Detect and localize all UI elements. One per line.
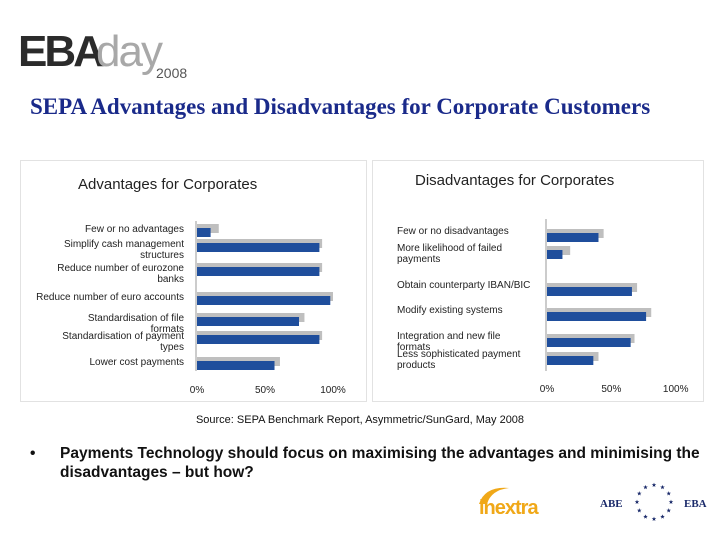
logo-day-text: day: [96, 27, 163, 76]
x-tick-label: 100%: [320, 385, 346, 396]
bar: [547, 250, 563, 259]
advantages-chart: Advantages for Corporates Few or no adva…: [36, 176, 346, 396]
x-tick-label: 0%: [190, 385, 205, 396]
category-label: Few or no advantages: [85, 224, 184, 235]
advantages-chart-title: Advantages for Corporates: [78, 176, 257, 193]
logo-year-text: 2008: [156, 65, 187, 80]
bar: [547, 338, 631, 347]
inextra-swoosh-icon: [479, 487, 509, 504]
category-label: Obtain counterparty IBAN/BIC: [397, 280, 530, 291]
bar: [197, 317, 299, 326]
x-tick-label: 50%: [601, 384, 621, 395]
category-label: Less sophisticated payment products: [397, 349, 521, 371]
star-icon: [651, 482, 657, 487]
x-tick-label: 50%: [255, 385, 275, 396]
star-icon: [637, 491, 642, 496]
slide-title: SEPA Advantages and Disadvantages for Co…: [30, 94, 651, 119]
star-icon: [668, 499, 674, 504]
bar: [547, 356, 594, 365]
star-icon: [651, 516, 657, 521]
bar: [547, 233, 599, 242]
disadvantages-chart-title: Disadvantages for Corporates: [415, 172, 614, 189]
star-icon: [660, 514, 665, 519]
bar: [547, 312, 647, 321]
abe-eba-logo: ABE EBA: [600, 482, 707, 521]
abe-logo-text: ABE: [600, 498, 623, 510]
source-note: Source: SEPA Benchmark Report, Asymmetri…: [195, 414, 525, 426]
star-icon: [643, 514, 648, 519]
category-label: Standardisation of payment types: [62, 331, 184, 353]
category-label: Few or no disadvantages: [397, 226, 509, 237]
bullet-icon: •: [30, 445, 36, 462]
category-label: Reduce number of eurozone banks: [57, 263, 184, 285]
bar: [547, 287, 632, 296]
logo-eba-text: EBA: [18, 27, 104, 76]
bullet-text: Payments Technology should focus on maxi…: [60, 445, 700, 481]
star-icon: [634, 499, 640, 504]
category-label: Modify existing systems: [397, 305, 503, 316]
star-icon: [660, 484, 665, 490]
star-icon: [643, 484, 648, 490]
category-label: Standardisation of file formats: [88, 313, 185, 335]
eba-logo-text: EBA: [684, 498, 707, 510]
category-label: Integration and new file formats: [397, 331, 501, 353]
bar: [197, 361, 275, 370]
star-icon: [637, 508, 642, 513]
inextra-logo-text: inextra: [479, 497, 539, 519]
category-label: Simplify cash management structures: [64, 239, 184, 261]
bar: [197, 243, 320, 252]
eba-day-logo: EBA day 2008: [18, 27, 187, 80]
bar: [197, 228, 211, 237]
disadvantages-chart: Disadvantages for Corporates Few or no d…: [397, 172, 689, 395]
bar: [197, 335, 320, 344]
category-label: More likelihood of failed payments: [397, 243, 502, 265]
category-label: Lower cost payments: [90, 357, 185, 368]
star-icon: [666, 491, 671, 496]
inextra-logo: inextra: [479, 487, 540, 519]
star-icon: [666, 508, 671, 513]
x-tick-label: 100%: [663, 384, 689, 395]
x-tick-label: 0%: [540, 384, 555, 395]
bar: [197, 267, 320, 276]
disadvantages-chart-panel: Disadvantages for Corporates Few or no d…: [372, 160, 704, 402]
category-label: Reduce number of euro accounts: [36, 292, 184, 303]
bar: [197, 296, 331, 305]
advantages-chart-panel: Advantages for Corporates Few or no adva…: [20, 160, 367, 402]
euro-stars-icon: [634, 482, 674, 521]
